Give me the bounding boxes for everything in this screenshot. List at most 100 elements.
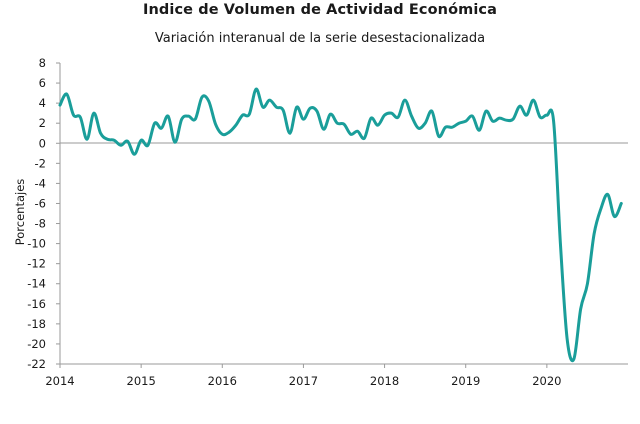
data-point [620,202,622,205]
data-point [336,122,338,124]
data-point [268,99,271,101]
data-point [106,138,108,140]
data-point [93,112,95,114]
y-tick-label: -16 [27,297,46,311]
data-point [194,118,196,120]
data-point [458,122,460,124]
data-point [404,99,406,101]
data-point [147,144,149,146]
data-point [235,124,237,126]
data-point [465,120,467,122]
data-point [316,110,318,112]
y-tick-label: 2 [39,116,46,130]
data-point [140,139,142,141]
x-tick-label: 2018 [370,374,399,388]
data-point [174,141,176,143]
y-axis-ticks: 8 6 4 2 0 -2 -4 -6 -8 -10 -12 -14 -16 -18 -20 -22 [27,56,60,371]
x-tick-label: 2016 [208,374,237,388]
y-tick-label: 0 [39,136,46,150]
y-tick-label: -22 [27,357,46,371]
y-tick-label: 4 [39,96,46,110]
x-axis-ticks: 2014 2015 2016 2017 2018 2019 2020 [45,364,561,388]
data-point [160,127,163,129]
data-point [410,115,413,117]
data-point [438,135,440,137]
data-point [356,130,359,132]
data-point [275,106,278,108]
y-tick-label: -14 [27,277,46,291]
x-tick-label: 2020 [532,374,561,388]
data-point [248,113,250,115]
y-tick-label: -8 [35,217,46,231]
data-point [546,114,548,116]
data-point [485,110,487,112]
data-point [512,118,514,120]
data-point [498,117,501,119]
data-point [451,126,453,128]
data-point [377,124,379,126]
data-point [607,193,609,196]
data-point [471,115,474,117]
data-point [282,109,284,111]
data-point [208,100,210,102]
x-tick-label: 2015 [127,374,156,388]
data-point [539,116,541,118]
data-point [613,215,616,218]
data-point [505,119,507,121]
data-point [343,123,345,125]
data-point [262,106,264,108]
data-point [492,120,494,122]
data-point [600,207,602,210]
data-point [593,232,595,235]
data-point [566,338,568,340]
y-tick-label: 6 [39,76,46,90]
data-point [370,117,372,119]
data-point [397,116,399,118]
data-point [323,128,325,130]
data-point [201,96,203,98]
data-point [228,131,230,133]
data-point [72,114,75,116]
y-tick-label: -10 [27,237,46,251]
data-point [586,283,589,285]
data-point [255,88,257,90]
data-point [424,122,426,124]
data-point [363,137,365,139]
data-point [214,123,217,125]
series-line [58,87,623,363]
data-point [383,114,386,116]
y-tick-label: -12 [27,257,46,271]
data-point [99,132,102,134]
data-point [309,107,311,109]
y-tick-label: -2 [35,156,46,170]
data-point [302,118,305,120]
y-tick-label: -6 [35,196,46,210]
data-point [289,132,291,134]
data-point [580,308,582,310]
data-point [59,104,61,106]
data-point [113,139,115,141]
data-point [221,133,223,135]
data-point [417,127,420,129]
x-tick-label: 2017 [289,374,318,388]
data-point [444,126,447,128]
data-point [167,115,169,117]
data-point [519,105,521,107]
data-point [431,110,433,112]
data-point [187,115,190,117]
data-point [329,113,332,115]
data-point [525,114,528,116]
data-point [573,358,575,360]
data-point [154,122,156,124]
data-point [133,153,136,155]
x-tick-label: 2014 [45,374,74,388]
data-point [66,93,68,95]
y-tick-label: 8 [39,56,46,70]
data-point [390,112,392,114]
y-tick-label: -18 [27,317,46,331]
data-point [241,114,244,116]
y-tick-label: -4 [35,176,46,190]
data-series [58,87,623,363]
data-point [79,116,81,118]
